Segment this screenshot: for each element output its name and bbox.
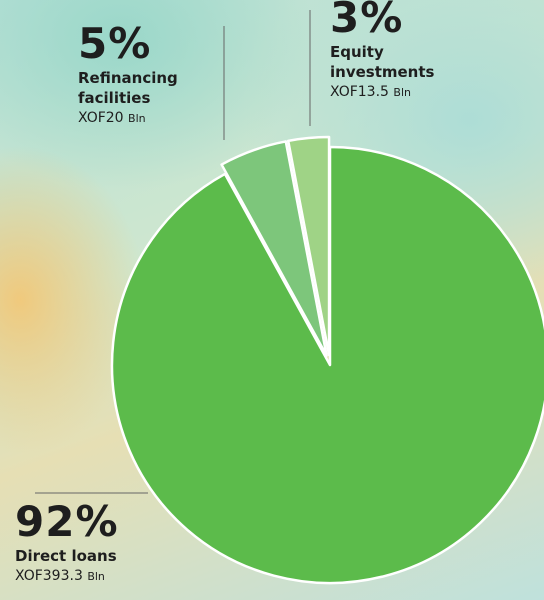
percent-text: 5%	[78, 19, 152, 68]
slice-label: 5% Refinancing facilities XOF20 Bln	[78, 22, 208, 129]
category-text: Refinancing facilities	[78, 69, 178, 107]
percent-label: 92%	[15, 500, 145, 544]
category-text: Direct loans	[15, 547, 117, 565]
amount-unit: Bln	[87, 570, 105, 583]
percent-label: 3%	[330, 0, 460, 40]
category-label: Equity investments	[330, 42, 460, 82]
slice-label: 92% Direct loans XOF393.3 Bln	[15, 500, 145, 587]
amount-text: XOF20	[78, 110, 124, 126]
category-text: Equity investments	[330, 43, 435, 81]
pie-slice	[286, 135, 331, 357]
amount-label: XOF13.5 Bln	[330, 82, 460, 103]
category-label: Direct loans	[15, 546, 145, 566]
percent-label: 5%	[78, 22, 208, 66]
amount-text: XOF13.5	[330, 84, 389, 100]
amount-text: XOF393.3	[15, 568, 83, 584]
category-label: Refinancing facilities	[78, 68, 208, 108]
amount-label: XOF393.3 Bln	[15, 566, 145, 587]
amount-unit: Bln	[128, 112, 146, 125]
pie-slice	[110, 145, 544, 585]
percent-text: 3%	[330, 0, 404, 42]
slice-label: 3% Equity investments XOF13.5 Bln	[330, 0, 460, 103]
amount-label: XOF20 Bln	[78, 108, 208, 129]
pie-slice	[220, 140, 328, 357]
amount-unit: Bln	[393, 86, 411, 99]
percent-text: 92%	[15, 497, 119, 546]
